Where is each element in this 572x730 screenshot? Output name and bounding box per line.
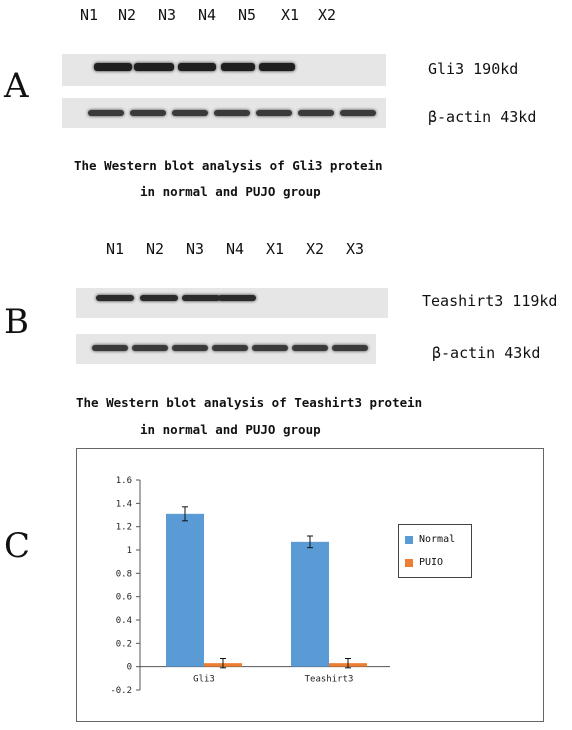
y-tick-label: 1.2 (116, 523, 132, 533)
blot-b-control-band (292, 345, 328, 351)
panel-b-letter: B (4, 302, 29, 342)
blot-b-target (76, 288, 388, 318)
x-tick-label: Gli3 (193, 675, 215, 685)
blot-b-control-band (332, 345, 368, 351)
blot-b-control-band (92, 345, 128, 351)
legend-item-puio: PUIO (405, 557, 443, 568)
blot-a-control-band (256, 110, 292, 116)
y-tick-label: 1 (127, 546, 132, 556)
blot-a-control-band (172, 110, 208, 116)
blot-a-target-band (178, 63, 216, 71)
y-tick-label: 1.6 (116, 476, 132, 486)
blot-b-target-band (140, 295, 178, 301)
blot-a-target-band (94, 63, 132, 71)
legend-label-puio: PUIO (419, 557, 444, 568)
y-tick-label: 0.6 (116, 593, 132, 603)
lane-label-n1: N1 (106, 240, 125, 258)
bar-normal-teashirt3 (291, 541, 329, 667)
lane-label-n4: N4 (226, 240, 245, 258)
blot-a-target-label: Gli3 190kd (428, 60, 519, 78)
panel-c-letter: C (4, 526, 31, 566)
legend-item-normal: Normal (405, 534, 455, 545)
lane-label-n2: N2 (146, 240, 165, 258)
blot-a-control-band (88, 110, 124, 116)
blot-b-control-band (252, 345, 288, 351)
blot-a-control-label: β-actin 43kd (428, 108, 537, 126)
y-tick-label: 0.8 (116, 569, 132, 579)
x-tick-label: Teashirt3 (305, 675, 354, 685)
y-tick-label: 0 (127, 663, 132, 673)
panel-a-letter: A (4, 66, 29, 106)
blot-b-target-label: Teashirt3 119kd (422, 292, 558, 310)
lane-label-x1: X1 (266, 240, 285, 258)
panel-b-caption-line2: in normal and PUJO group (140, 422, 321, 437)
lane-label-n1: N1 (80, 6, 99, 24)
lane-label-x1: X1 (281, 6, 300, 24)
lane-label-n5: N5 (238, 6, 257, 24)
bar-normal-gli3 (166, 513, 204, 667)
y-tick-label: -0.2 (110, 686, 132, 696)
blot-a-control-band (298, 110, 334, 116)
panel-b-caption-line1: The Western blot analysis of Teashirt3 p… (76, 395, 423, 410)
blot-b-control-band (172, 345, 208, 351)
legend-label-normal: Normal (419, 534, 456, 545)
lane-label-x2: X2 (318, 6, 337, 24)
y-tick-label: 0.4 (116, 616, 132, 626)
lane-label-x2: X2 (306, 240, 325, 258)
blot-b-control-band (212, 345, 248, 351)
lane-label-n3: N3 (158, 6, 177, 24)
blot-a-control-band (214, 110, 250, 116)
lane-label-n2: N2 (118, 6, 137, 24)
legend-swatch-puio (405, 558, 413, 567)
blot-b-control-band (132, 345, 168, 351)
blot-a-target-band (134, 63, 174, 71)
panel-a-caption-line2: in normal and PUJO group (140, 184, 321, 199)
lane-label-x3: X3 (346, 240, 365, 258)
blot-b-control-label: β-actin 43kd (432, 344, 541, 362)
blot-b-target-band (96, 295, 134, 301)
chart-legend: Normal PUIO (398, 524, 472, 578)
blot-a-target-band (259, 63, 295, 71)
blot-b-target-band (218, 295, 256, 301)
blot-a-control-band (130, 110, 166, 116)
blot-a-target-band (221, 63, 255, 71)
lane-label-n3: N3 (186, 240, 205, 258)
y-tick-label: 0.2 (116, 639, 132, 649)
legend-swatch-normal (405, 535, 413, 544)
y-tick-label: 1.4 (116, 499, 132, 509)
lane-label-n4: N4 (198, 6, 217, 24)
panel-a-caption-line1: The Western blot analysis of Gli3 protei… (74, 158, 383, 173)
blot-b-target-band (182, 295, 220, 301)
blot-a-control-band (340, 110, 376, 116)
